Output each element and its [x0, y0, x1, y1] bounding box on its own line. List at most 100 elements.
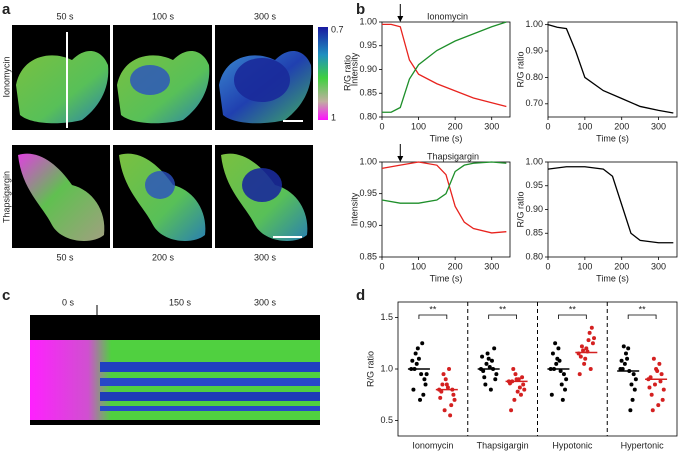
x-tick-label: Hypertonic	[621, 440, 665, 450]
x-tick-label: 200	[448, 261, 463, 271]
significance: **	[569, 304, 577, 314]
data-point	[626, 346, 631, 351]
data-point	[482, 375, 487, 380]
sig-bracket	[627, 314, 657, 319]
y-tick-label: 1.00	[359, 16, 377, 26]
data-point	[556, 346, 561, 351]
data-point	[488, 387, 493, 392]
data-point	[561, 372, 566, 377]
data-point	[447, 367, 452, 371]
data-point	[582, 361, 587, 366]
data-point	[486, 356, 491, 361]
data-point	[651, 356, 656, 361]
data-point	[660, 397, 665, 402]
x-tick-label: 200	[614, 121, 629, 131]
data-point	[483, 382, 488, 387]
data-point	[522, 387, 527, 392]
significance: **	[499, 304, 507, 314]
time-label: 0 s	[62, 297, 75, 307]
data-point	[661, 387, 666, 392]
data-point	[586, 338, 591, 343]
y-tick-label: 0.85	[359, 88, 377, 98]
data-point	[416, 356, 421, 361]
data-point	[620, 367, 625, 371]
line-series	[382, 23, 507, 108]
data-point	[516, 377, 521, 382]
data-point	[579, 344, 584, 349]
data-point	[553, 341, 558, 346]
row-label: Thapsigargin	[1, 171, 11, 223]
time-label: 100 s	[152, 11, 175, 21]
time-label: 200 s	[152, 252, 175, 262]
y-tick-label: 0.70	[525, 98, 543, 108]
data-point	[484, 361, 489, 366]
data-point	[578, 354, 583, 359]
data-point	[647, 385, 652, 390]
time-label: 50 s	[56, 252, 74, 262]
data-point	[564, 377, 569, 382]
x-tick-label: 300	[484, 121, 499, 131]
data-point	[480, 354, 485, 359]
data-point	[589, 325, 594, 330]
data-point	[419, 372, 424, 377]
y-tick-label: 0.80	[525, 72, 543, 82]
data-point	[650, 408, 655, 413]
x-tick-label: 100	[577, 121, 592, 131]
data-point	[442, 408, 447, 413]
data-point	[633, 377, 638, 382]
data-point	[592, 336, 597, 341]
y-tick-label: 0.85	[359, 251, 377, 261]
data-point	[449, 403, 454, 408]
arrow-head	[93, 316, 101, 324]
time-label: 150 s	[169, 297, 192, 307]
data-point	[577, 372, 582, 377]
panel-letter: c	[2, 287, 10, 304]
data-point	[590, 341, 595, 346]
data-point	[588, 367, 593, 371]
data-point	[521, 382, 526, 387]
y-axis-label: R/G ratio	[515, 191, 525, 227]
data-point	[418, 397, 423, 402]
x-tick-label: Hypotonic	[552, 440, 593, 450]
data-point	[420, 341, 425, 346]
data-point	[563, 387, 568, 392]
data-point	[554, 361, 559, 366]
x-tick-label: 300	[484, 261, 499, 271]
data-point	[619, 358, 624, 363]
x-tick-label: 0	[379, 121, 384, 131]
data-point	[520, 375, 525, 380]
x-tick-label: 300	[651, 121, 666, 131]
y-axis-label: Intensity	[349, 52, 359, 86]
data-point	[414, 361, 419, 366]
data-point	[658, 379, 663, 384]
data-point	[444, 382, 449, 387]
data-point	[550, 351, 555, 356]
x-axis-label: Time (s)	[596, 273, 629, 283]
data-point	[515, 389, 520, 394]
data-point	[448, 413, 453, 418]
data-point	[423, 382, 428, 387]
y-tick-label: 0.95	[525, 180, 543, 190]
panel-letter: b	[356, 1, 365, 18]
data-point	[622, 361, 627, 366]
data-point	[493, 377, 498, 382]
y-tick-label: 1.5	[380, 312, 393, 322]
data-point	[487, 364, 492, 369]
data-point	[656, 403, 661, 408]
data-point	[517, 385, 522, 390]
data-point	[648, 375, 653, 380]
plot-frame	[381, 161, 511, 258]
x-axis-label: Time (s)	[430, 273, 463, 283]
y-tick-label: 1.00	[525, 19, 543, 29]
y-tick-label: 0.95	[359, 188, 377, 198]
data-point	[560, 397, 565, 402]
data-point	[630, 397, 635, 402]
data-point	[438, 395, 443, 400]
y-axis-label: Intensity	[349, 192, 359, 226]
data-point	[439, 389, 444, 394]
line-series	[381, 161, 507, 234]
data-point	[581, 348, 586, 353]
y-tick-label: 1.00	[359, 156, 377, 166]
annotation: Thapsigargin	[427, 151, 479, 161]
panel-letter: a	[2, 1, 11, 18]
